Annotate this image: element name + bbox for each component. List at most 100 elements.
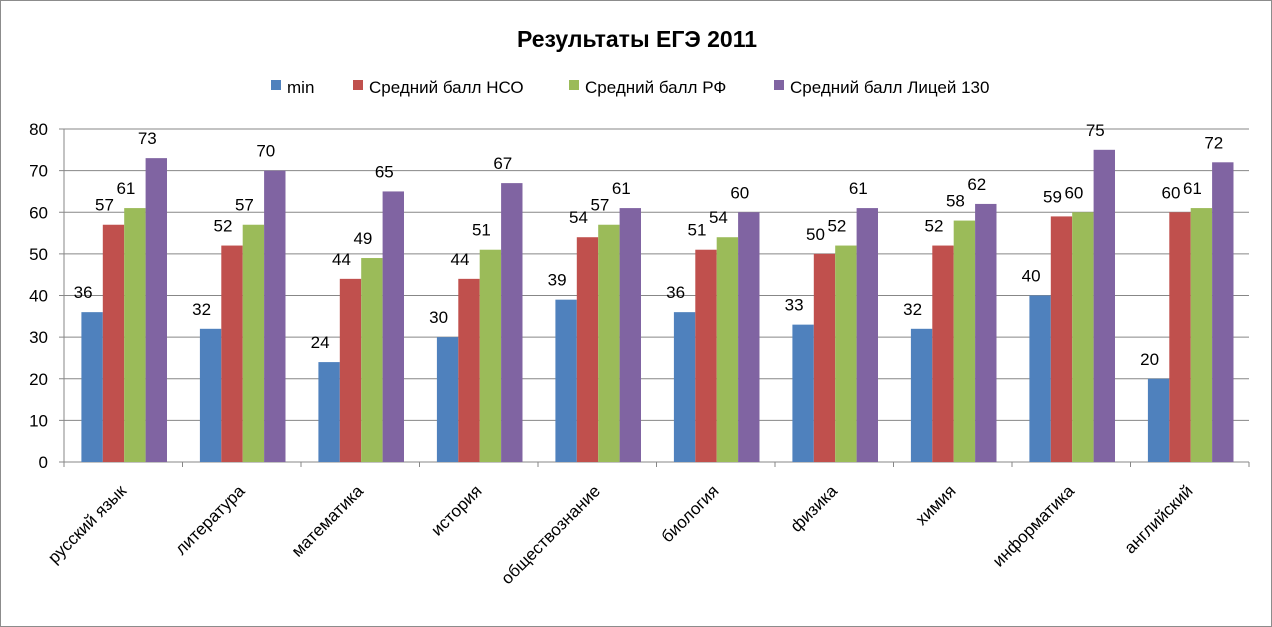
- bar: [199, 328, 222, 462]
- y-tick-label: 50: [29, 245, 48, 264]
- data-label: 39: [548, 271, 567, 290]
- bar: [1050, 216, 1073, 462]
- data-label: 51: [472, 221, 491, 240]
- data-label: 61: [612, 179, 631, 198]
- bar: [221, 245, 243, 462]
- data-label: 75: [1086, 121, 1105, 140]
- data-label: 44: [451, 250, 470, 269]
- data-label: 60: [1064, 183, 1083, 202]
- legend-label: Средний балл НСО: [369, 78, 524, 97]
- y-tick-label: 20: [29, 370, 48, 389]
- data-label: 44: [332, 250, 351, 269]
- data-label: 57: [95, 196, 114, 215]
- bar: [1212, 162, 1234, 463]
- data-label: 61: [849, 179, 868, 198]
- data-label: 40: [1022, 267, 1041, 286]
- bar: [264, 170, 286, 462]
- y-tick-label: 30: [29, 328, 48, 347]
- bar: [716, 237, 739, 462]
- data-label: 72: [1204, 133, 1223, 152]
- data-label: 36: [74, 283, 93, 302]
- data-label: 20: [1140, 350, 1159, 369]
- bar: [555, 299, 577, 462]
- category-label: литература: [171, 481, 249, 559]
- bar: [242, 224, 265, 462]
- y-tick-label: 70: [29, 162, 48, 181]
- bar: [81, 312, 103, 462]
- data-label: 30: [429, 308, 448, 327]
- data-label: 61: [116, 179, 135, 198]
- data-label: 59: [1043, 187, 1062, 206]
- bar: [145, 158, 167, 462]
- legend-label: Средний балл РФ: [585, 78, 726, 97]
- data-label: 61: [1183, 179, 1202, 198]
- data-label: 60: [1162, 183, 1181, 202]
- data-label: 52: [214, 217, 233, 236]
- y-tick-label: 0: [39, 453, 48, 472]
- bar: [501, 183, 523, 463]
- data-label: 60: [730, 183, 749, 202]
- data-label: 58: [946, 192, 965, 211]
- category-label: математика: [288, 481, 368, 561]
- data-label: 62: [967, 175, 986, 194]
- bar: [792, 324, 814, 462]
- y-tick-label: 80: [29, 120, 48, 139]
- data-label: 50: [806, 225, 825, 244]
- bar: [102, 224, 125, 462]
- data-label: 57: [235, 196, 254, 215]
- category-label: физика: [787, 481, 842, 536]
- category-label: биология: [658, 481, 723, 546]
- bar: [1190, 208, 1213, 462]
- y-axis: 0 10 20 30 40 50 60 70 80: [29, 120, 65, 472]
- data-label: 67: [493, 154, 512, 173]
- bar: [339, 278, 362, 462]
- bar: [576, 237, 599, 462]
- data-label: 54: [569, 208, 588, 227]
- legend-swatch: [569, 80, 579, 90]
- bar: [1147, 378, 1170, 462]
- bar: [856, 208, 878, 462]
- bar: [910, 328, 933, 462]
- category-label: русский язык: [44, 481, 130, 567]
- legend-swatch: [353, 80, 363, 90]
- y-tick-label: 10: [29, 411, 48, 430]
- chart-title: Результаты ЕГЭ 2011: [517, 26, 757, 52]
- data-label: 51: [688, 221, 707, 240]
- y-tick-label: 60: [29, 203, 48, 222]
- bar: [619, 208, 641, 462]
- bar: [813, 253, 836, 462]
- bar: [382, 191, 404, 462]
- category-labels: русский язык литература математика история о…: [44, 481, 1196, 588]
- bar: [953, 220, 976, 462]
- category-label: история: [427, 481, 485, 539]
- bar: [458, 278, 480, 462]
- data-label: 52: [925, 217, 944, 236]
- data-label: 70: [256, 142, 275, 161]
- bar: [1169, 212, 1191, 462]
- bar: [436, 337, 459, 462]
- data-label: 54: [709, 208, 728, 227]
- bar: [361, 258, 383, 462]
- y-tick-label: 40: [29, 287, 48, 306]
- bar: [479, 249, 502, 462]
- data-label: 33: [785, 296, 804, 315]
- data-label: 52: [827, 217, 846, 236]
- bar: [673, 312, 696, 462]
- data-label: 57: [590, 196, 609, 215]
- bar: [1072, 212, 1094, 462]
- category-label: химия: [912, 481, 960, 529]
- data-label: 49: [353, 229, 372, 248]
- bar: [124, 208, 146, 462]
- bar: [738, 212, 760, 462]
- bar: [1029, 295, 1051, 462]
- bar: [598, 224, 620, 462]
- bar: [932, 245, 954, 462]
- bar: [695, 249, 717, 462]
- legend-swatch: [774, 80, 784, 90]
- bars: [81, 149, 1234, 463]
- bar: [835, 245, 857, 462]
- category-label: обществознание: [497, 481, 604, 588]
- x-axis: [63, 461, 1250, 467]
